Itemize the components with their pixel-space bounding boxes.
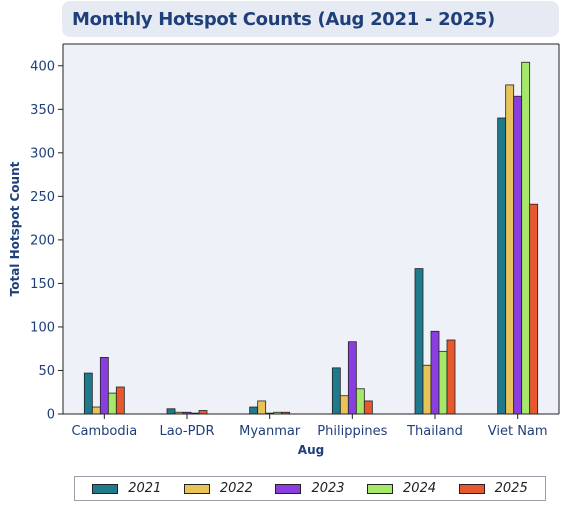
bar-2021-thailand xyxy=(414,268,424,415)
bar-2022-cambodia xyxy=(91,406,101,415)
x-tick-label: Lao-PDR xyxy=(160,424,215,439)
bar-2023-philippines xyxy=(347,341,357,415)
legend-item-2025: 2025 xyxy=(458,481,528,496)
y-tick-label: 350 xyxy=(30,103,55,118)
x-axis-ticks: Cambodia Lao-PDR Myanmar Philippines Thailan… xyxy=(71,414,548,439)
bar-2024-philippines xyxy=(355,388,365,415)
y-axis-title: Total Hotspot Count xyxy=(8,161,22,296)
y-tick-label: 50 xyxy=(38,364,55,379)
bar-2021-viet-nam xyxy=(497,117,507,415)
legend-item-2021: 2021 xyxy=(92,481,161,496)
bar-2023-viet-nam xyxy=(513,95,523,415)
chart-title-banner: Monthly Hotspot Counts (Aug 2021 - 2025) xyxy=(62,1,559,37)
bar-chart: 0 50 100 150 200 250 300 350 400 Cambodia Lao-PDR… xyxy=(8,43,560,457)
bar-2025-thailand xyxy=(446,339,456,415)
x-axis-title: Aug xyxy=(298,443,324,457)
bar-2021-cambodia xyxy=(83,372,93,415)
bar-2024-viet-nam xyxy=(521,61,531,415)
bar-2022-viet-nam xyxy=(505,84,515,415)
bar-2022-myanmar xyxy=(257,400,267,415)
y-tick-label: 250 xyxy=(30,190,55,205)
bar-2023-cambodia xyxy=(99,357,109,415)
chart-title: Monthly Hotspot Counts (Aug 2021 - 2025) xyxy=(72,8,495,30)
bar-2022-philippines xyxy=(339,395,349,415)
plot-area xyxy=(63,44,559,414)
legend-swatch xyxy=(275,483,302,494)
legend-item-2023: 2023 xyxy=(275,481,345,496)
bar-2025-cambodia xyxy=(115,386,125,415)
y-axis-ticks: 0 50 100 150 200 250 300 350 400 xyxy=(30,59,63,423)
bar-2024-cambodia xyxy=(107,392,117,415)
bar-2021-lao-pdr xyxy=(166,408,176,415)
legend-label: 2025 xyxy=(494,481,528,496)
y-tick-label: 400 xyxy=(30,59,55,74)
legend-swatch xyxy=(92,483,119,494)
x-tick-label: Thailand xyxy=(406,424,463,439)
bar-2025-lao-pdr xyxy=(198,410,208,415)
x-tick-label: Viet Nam xyxy=(488,424,548,439)
bar-2025-viet-nam xyxy=(529,203,539,415)
y-tick-label: 0 xyxy=(47,408,55,423)
bar-2021-myanmar xyxy=(249,406,259,415)
y-tick-label: 150 xyxy=(30,277,55,292)
legend-swatch xyxy=(367,483,394,494)
legend: 2021 2022 2023 2024 2025 xyxy=(74,476,546,501)
x-tick-label: Myanmar xyxy=(239,424,301,439)
bar-2024-thailand xyxy=(438,350,448,415)
x-tick-label: Cambodia xyxy=(71,424,137,439)
legend-label: 2024 xyxy=(403,481,437,496)
legend-item-2022: 2022 xyxy=(183,481,253,496)
y-tick-label: 100 xyxy=(30,320,55,335)
y-tick-label: 200 xyxy=(30,233,55,248)
legend-swatch xyxy=(183,483,210,494)
bar-2023-thailand xyxy=(430,330,440,415)
legend-label: 2022 xyxy=(219,481,253,496)
x-tick-label: Philippines xyxy=(317,424,387,439)
bar-2025-philippines xyxy=(363,400,373,415)
legend-label: 2021 xyxy=(128,481,162,496)
legend-swatch xyxy=(458,483,485,494)
bar-2022-thailand xyxy=(422,364,432,415)
y-tick-label: 300 xyxy=(30,146,55,161)
legend-item-2024: 2024 xyxy=(367,481,436,496)
bar-2021-philippines xyxy=(331,367,341,415)
legend-label: 2023 xyxy=(311,481,345,496)
